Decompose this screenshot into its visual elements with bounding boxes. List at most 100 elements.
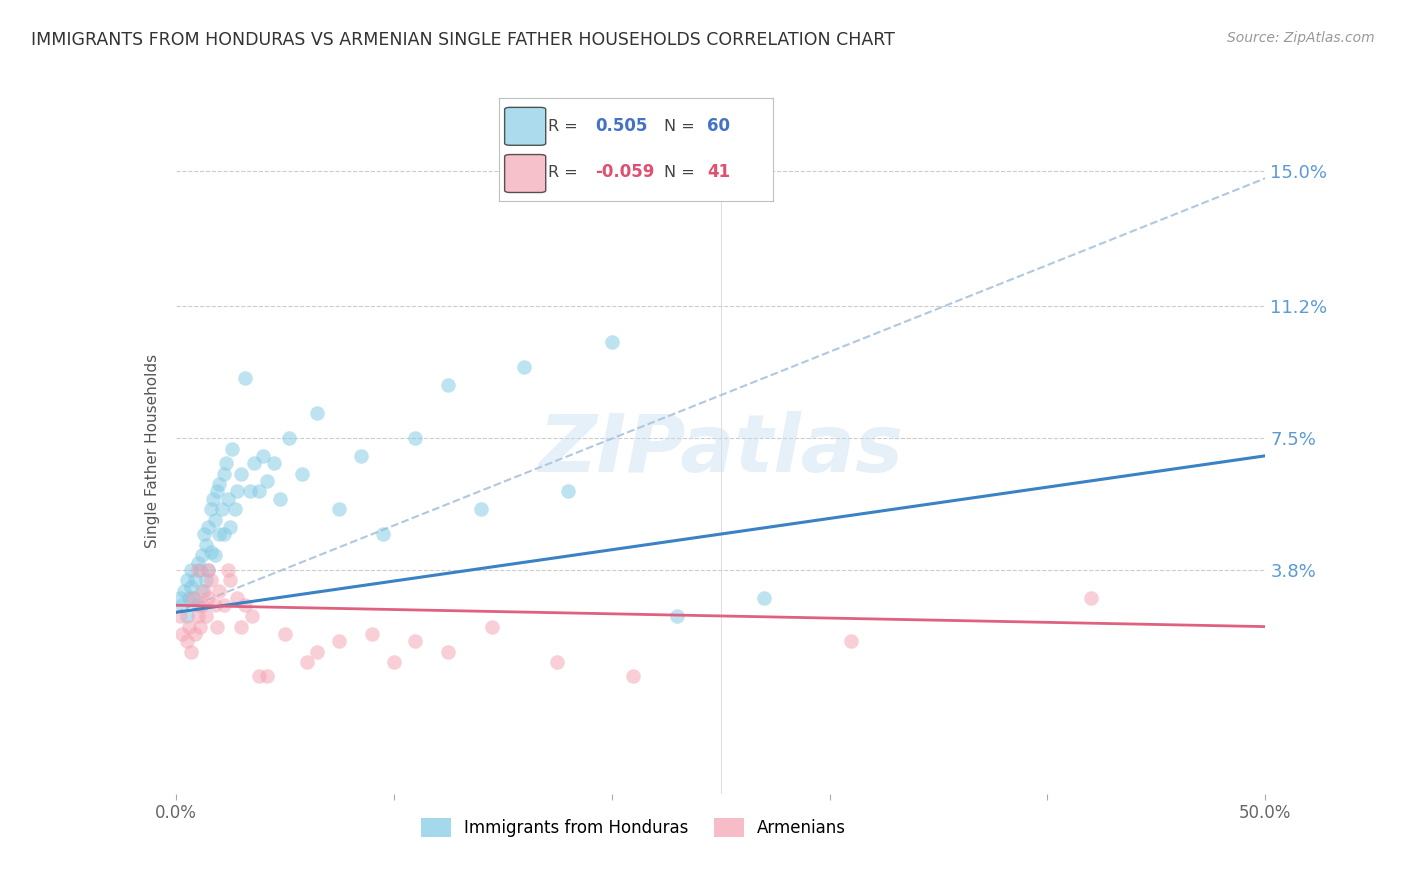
Point: [247, 669, 270, 683]
Point: [180, 581, 202, 595]
Point: [470, 502, 492, 516]
Point: [186, 609, 209, 624]
Point: [278, 431, 301, 445]
Point: [219, 520, 242, 534]
Point: [256, 669, 278, 683]
Point: [195, 609, 218, 624]
Point: [208, 527, 231, 541]
Point: [197, 591, 219, 606]
Point: [169, 591, 191, 606]
Point: [217, 491, 239, 506]
Point: [193, 527, 215, 541]
Point: [224, 502, 246, 516]
Point: [240, 609, 263, 624]
Point: [247, 484, 270, 499]
Point: [221, 442, 243, 456]
Point: [197, 563, 219, 577]
Point: [328, 502, 350, 516]
Point: [263, 456, 285, 470]
Point: [666, 609, 689, 624]
Point: [291, 467, 314, 481]
Point: [256, 474, 278, 488]
Point: [184, 574, 207, 588]
Point: [173, 584, 195, 599]
Point: [211, 502, 233, 516]
Text: Source: ZipAtlas.com: Source: ZipAtlas.com: [1227, 31, 1375, 45]
Point: [546, 655, 568, 669]
Legend: Immigrants from Honduras, Armenians: Immigrants from Honduras, Armenians: [415, 812, 852, 844]
Point: [252, 449, 274, 463]
Point: [557, 484, 579, 499]
Point: [437, 644, 460, 658]
Point: [841, 633, 863, 648]
Point: [169, 609, 191, 624]
Point: [181, 591, 204, 606]
Point: [405, 431, 427, 445]
Point: [176, 574, 198, 588]
Point: [350, 449, 373, 463]
Text: 0.505: 0.505: [595, 118, 648, 136]
Point: [201, 491, 224, 506]
Point: [191, 599, 214, 613]
Point: [195, 538, 218, 552]
Point: [231, 619, 253, 633]
Point: [219, 574, 242, 588]
Point: [193, 584, 215, 599]
Point: [1080, 591, 1102, 606]
Point: [212, 599, 235, 613]
Point: [212, 467, 235, 481]
Text: N =: N =: [664, 119, 700, 134]
Point: [205, 484, 228, 499]
Point: [191, 584, 214, 599]
Point: [177, 591, 200, 606]
Point: [600, 334, 623, 349]
Point: [754, 591, 776, 606]
Point: [217, 563, 239, 577]
Point: [513, 359, 536, 374]
Text: R =: R =: [548, 165, 583, 180]
Text: ZIPatlas: ZIPatlas: [538, 411, 903, 490]
Point: [208, 584, 231, 599]
Text: IMMIGRANTS FROM HONDURAS VS ARMENIAN SINGLE FATHER HOUSEHOLDS CORRELATION CHART: IMMIGRANTS FROM HONDURAS VS ARMENIAN SIN…: [31, 31, 894, 49]
Point: [235, 599, 257, 613]
Point: [481, 619, 503, 633]
Point: [328, 633, 350, 648]
Point: [405, 633, 427, 648]
Point: [177, 619, 200, 633]
Point: [184, 626, 207, 640]
Point: [204, 513, 226, 527]
Text: 41: 41: [707, 163, 731, 181]
Point: [186, 563, 209, 577]
Point: [180, 644, 202, 658]
Point: [307, 644, 329, 658]
FancyBboxPatch shape: [505, 107, 546, 145]
Point: [225, 484, 247, 499]
Point: [437, 377, 460, 392]
Point: [200, 545, 222, 559]
Text: N =: N =: [664, 165, 700, 180]
Point: [235, 370, 257, 384]
Point: [295, 655, 318, 669]
Point: [215, 456, 238, 470]
Point: [200, 574, 222, 588]
Point: [205, 619, 228, 633]
Point: [204, 599, 226, 613]
Text: 60: 60: [707, 118, 731, 136]
Point: [225, 591, 247, 606]
Point: [231, 467, 253, 481]
Point: [239, 484, 262, 499]
FancyBboxPatch shape: [505, 154, 546, 193]
Point: [621, 669, 644, 683]
Point: [180, 563, 202, 577]
Point: [212, 527, 235, 541]
Point: [204, 549, 226, 563]
Point: [172, 599, 194, 613]
Point: [188, 619, 211, 633]
Point: [188, 563, 211, 577]
Point: [274, 626, 297, 640]
Point: [176, 633, 198, 648]
Point: [360, 626, 382, 640]
Point: [269, 491, 291, 506]
Point: [200, 502, 222, 516]
Point: [208, 477, 231, 491]
